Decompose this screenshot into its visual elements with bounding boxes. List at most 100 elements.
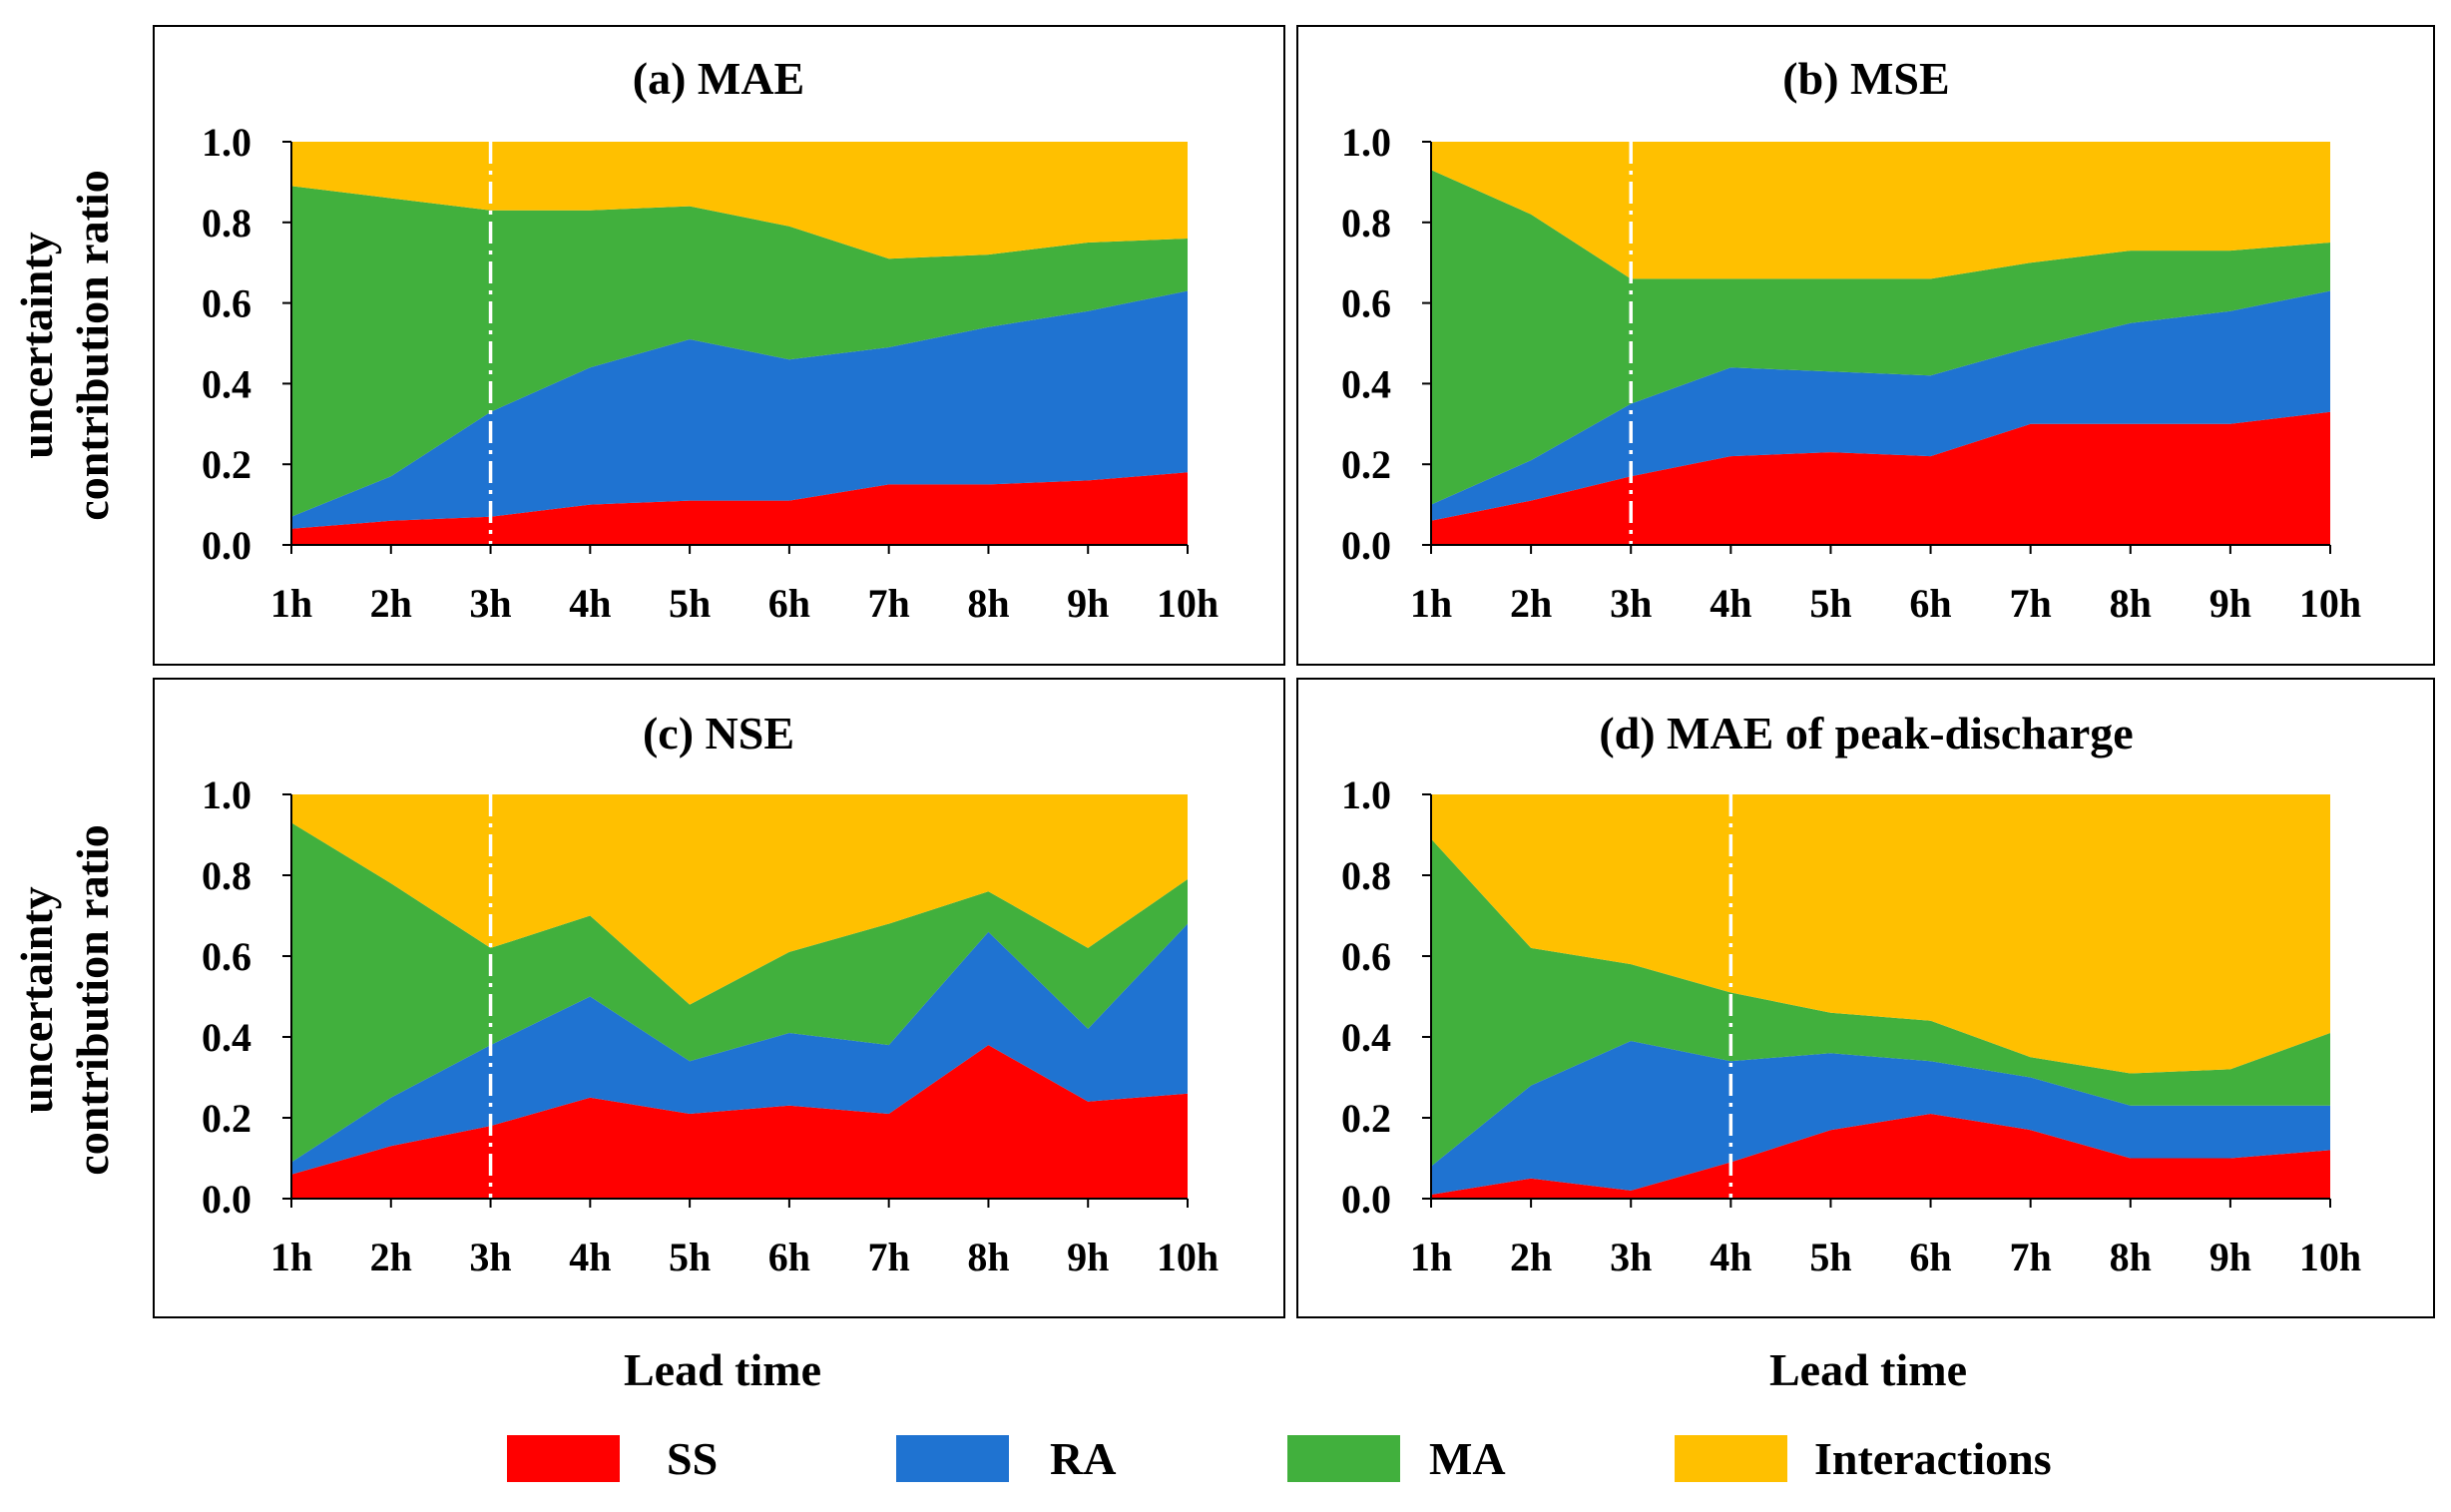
panel-d-y-tick-label: 1.0	[1341, 772, 1391, 817]
panel-a-y-tick-label: 0.6	[202, 281, 251, 326]
panel-d-area-ma	[1431, 838, 2330, 1167]
y-axis-label-bottom-line1: uncertainty	[11, 886, 62, 1113]
panel-a-area-ss	[291, 472, 1188, 545]
panel-d-y-tick-label: 0.0	[1341, 1177, 1391, 1222]
y-axis-label-top-line2: contribution ratio	[67, 170, 118, 520]
panel-a-x-tick-label: 4h	[569, 581, 611, 626]
panel-c-x-tick-label: 1h	[270, 1235, 312, 1279]
panel-b-plot: 0.0 0.2 0.4 0.6 0.8 1.0 1h 2h 3h 4h 5h 6h 7h 8h 9h 10h	[1341, 120, 2361, 626]
panel-b-x-tick-label: 4h	[1710, 581, 1751, 626]
x-axis-label-right: Lead time	[1769, 1344, 1967, 1395]
panel-c-title: (c) NSE	[643, 708, 794, 758]
panel-d-area-ra	[1431, 1041, 2330, 1195]
panel-a-y-tick-label: 0.0	[202, 523, 251, 568]
panel-b-y-tick-label: 0.0	[1341, 523, 1391, 568]
panel-a-y-tick-label: 1.0	[202, 120, 251, 165]
panel-a-x-tick-label: 7h	[868, 581, 910, 626]
panel-c-y-tick-label: 0.8	[202, 853, 251, 898]
panel-b-area-ma	[1431, 170, 2330, 505]
panel-d-x-tick-label: 6h	[1909, 1235, 1951, 1279]
panel-b-x-tick-label: 1h	[1410, 581, 1452, 626]
panel-d-area-interactions	[1431, 794, 2330, 1074]
panel-d-x-tick-label: 10h	[2299, 1235, 2361, 1279]
panel-c-y-tick-label: 0.0	[202, 1177, 251, 1222]
legend-swatch-interactions	[1675, 1435, 1787, 1482]
y-axis-label-top-line1: uncertainty	[11, 232, 62, 458]
panel-a-x-tick-label: 3h	[469, 581, 511, 626]
panel-a-y-tick-label: 0.4	[202, 361, 251, 406]
panel-c-area-ra	[291, 923, 1188, 1175]
panel-c-area-ss	[291, 1045, 1188, 1199]
panel-c-x-tick-label: 5h	[669, 1235, 711, 1279]
panel-d-x-tick-label: 1h	[1410, 1235, 1452, 1279]
panel-d-x-tick-label: 2h	[1510, 1235, 1552, 1279]
panel-a-frame	[153, 25, 1285, 666]
x-axis-label-left: Lead time	[624, 1344, 821, 1395]
panel-b-area-ra	[1431, 290, 2330, 521]
panel-a-x-tick-label: 8h	[967, 581, 1009, 626]
panel-b-x-tick-label: 2h	[1510, 581, 1552, 626]
panel-b-area-interactions	[1431, 142, 2330, 279]
panel-c-y-tick-label: 1.0	[202, 772, 251, 817]
panel-d-y-tick-label: 0.6	[1341, 934, 1391, 979]
panel-d-x-tick-label: 4h	[1710, 1235, 1751, 1279]
panel-c-x-tick-label: 4h	[569, 1235, 611, 1279]
panel-b-x-tick-label: 8h	[2110, 581, 2152, 626]
panel-d-x-tick-label: 5h	[1809, 1235, 1851, 1279]
panel-d-plot: 0.0 0.2 0.4 0.6 0.8 1.0 1h 2h 3h 4h 5h 6h 7h 8h 9h 10h	[1341, 772, 2361, 1279]
panel-a-x-tick-label: 5h	[669, 581, 711, 626]
panel-a-x-tick-label: 1h	[270, 581, 312, 626]
panel-c-x-tick-label: 2h	[370, 1235, 412, 1279]
y-axis-label-bottom-line2: contribution ratio	[67, 824, 118, 1175]
panel-c-frame	[153, 678, 1285, 1318]
panel-b-x-tick-label: 6h	[1909, 581, 1951, 626]
panel-a-x-tick-label: 2h	[370, 581, 412, 626]
panel-b-x-tick-label: 5h	[1809, 581, 1851, 626]
panel-a-x-tick-label: 6h	[768, 581, 810, 626]
panel-a-title: (a) MAE	[633, 53, 804, 104]
panel-d-area-ss	[1431, 1114, 2330, 1199]
panel-c-plot: 0.0 0.2 0.4 0.6 0.8 1.0 1h 2h 3h 4h 5h 6h 7h 8h 9h 10h	[202, 772, 1219, 1279]
panel-a-area-ra	[291, 290, 1188, 529]
panel-d-x-tick-label: 7h	[2010, 1235, 2052, 1279]
panel-c-y-tick-label: 0.4	[202, 1015, 251, 1060]
panel-d-y-tick-label: 0.2	[1341, 1096, 1391, 1141]
panel-b-x-tick-label: 9h	[2209, 581, 2251, 626]
legend-swatch-ss	[507, 1435, 620, 1482]
panel-c-x-tick-label: 7h	[868, 1235, 910, 1279]
panel-d-frame	[1296, 678, 2435, 1318]
panel-c-y-tick-label: 0.2	[202, 1096, 251, 1141]
legend-label-ma: MA	[1429, 1433, 1506, 1484]
panel-b-y-tick-label: 0.6	[1341, 281, 1391, 326]
panel-c-area-ma	[291, 822, 1188, 1163]
panel-c-x-tick-label: 9h	[1067, 1235, 1109, 1279]
panel-b-x-tick-label: 3h	[1610, 581, 1652, 626]
legend-swatch-ra	[896, 1435, 1009, 1482]
panel-a-x-tick-label: 10h	[1157, 581, 1219, 626]
legend-label-ra: RA	[1050, 1433, 1116, 1484]
panel-b-y-tick-label: 0.2	[1341, 442, 1391, 487]
panel-b-x-tick-label: 10h	[2299, 581, 2361, 626]
panel-d-x-tick-label: 9h	[2209, 1235, 2251, 1279]
panel-c-x-tick-label: 6h	[768, 1235, 810, 1279]
panel-b-title: (b) MSE	[1782, 53, 1949, 104]
panel-b-area-ss	[1431, 411, 2330, 545]
panel-b-y-tick-label: 0.4	[1341, 361, 1391, 406]
panel-a-area-interactions	[291, 142, 1188, 259]
legend-swatch-ma	[1287, 1435, 1400, 1482]
panel-c-area-interactions	[291, 794, 1188, 1005]
panel-d-title: (d) MAE of peak-discharge	[1599, 708, 2133, 758]
panel-d-x-tick-label: 8h	[2110, 1235, 2152, 1279]
panel-d-x-tick-label: 3h	[1610, 1235, 1652, 1279]
panel-d-y-tick-label: 0.8	[1341, 853, 1391, 898]
panel-b-frame	[1296, 25, 2435, 666]
panel-b-y-tick-label: 0.8	[1341, 201, 1391, 246]
panel-a-y-tick-label: 0.2	[202, 442, 251, 487]
panel-c-y-tick-label: 0.6	[202, 934, 251, 979]
panel-c-x-tick-label: 10h	[1157, 1235, 1219, 1279]
panel-b-y-tick-label: 1.0	[1341, 120, 1391, 165]
panel-d-y-tick-label: 0.4	[1341, 1015, 1391, 1060]
panel-a-plot: 0.0 0.2 0.4 0.6 0.8 1.0 1h 2h 3h 4h 5h 6h 7h 8h 9h 10h	[202, 120, 1219, 626]
legend-label-ss: SS	[667, 1433, 718, 1484]
